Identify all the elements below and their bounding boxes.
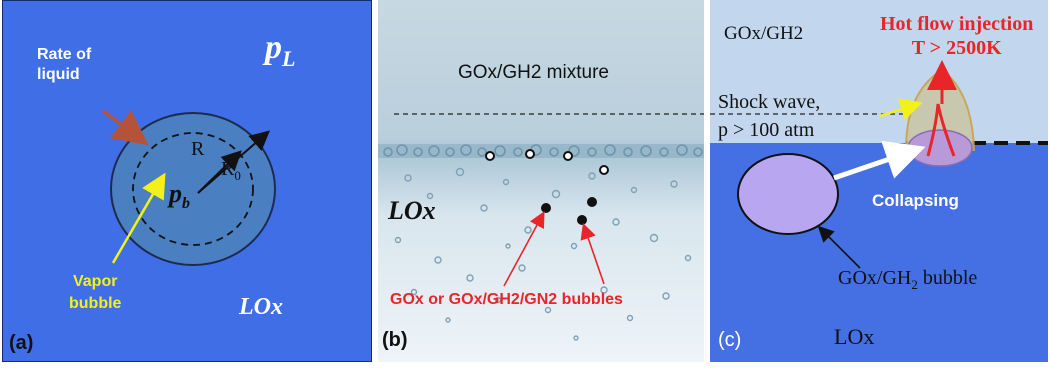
radius0-label: R0 — [221, 158, 241, 183]
rising-bubbles — [394, 167, 692, 341]
pressure-bubble-label: pb — [169, 179, 190, 213]
shock-wave-label: Shock wave, p > 100 atm — [718, 91, 821, 141]
hot-flow-label: Hot flow injection T > 2500K — [880, 13, 1034, 59]
panel-a-tag: (a) — [9, 332, 34, 354]
lox-label-a: LOx — [239, 294, 283, 320]
pressure-liquid-label: pL — [265, 29, 296, 71]
lox-label-b: LOx — [388, 196, 436, 225]
panel-a: pL Rate of liquid R R0 pb Vapor bubble L… — [2, 0, 372, 362]
lox-label-c: LOx — [834, 324, 875, 349]
marked-bubbles — [485, 149, 609, 225]
bubbles-arrow-2 — [580, 222, 605, 285]
panel-a-drawing — [101, 109, 276, 266]
vapor-arrow — [111, 172, 166, 264]
radius-label: R — [191, 138, 205, 160]
panel-b: GOx/GH2 mixture LOx GOx or GOx/GH2/GN2 b… — [378, 0, 704, 362]
surface-bubbles — [383, 144, 703, 157]
bubbles-arrow-1 — [503, 211, 545, 287]
mixture-label: GOx/GH2 mixture — [458, 62, 609, 83]
gas-top-label: GOx/GH2 — [724, 23, 804, 44]
bubbles-label: GOx or GOx/GH2/GN2 bubbles — [390, 291, 623, 308]
shock-pointer-arrow — [879, 98, 923, 120]
gas-region — [710, 0, 1048, 143]
collapsing-bubble — [907, 129, 973, 167]
rate-of-liquid-label: Rate of liquid — [37, 46, 92, 83]
inner-bubble-dashed — [132, 132, 254, 246]
hot-jet — [926, 103, 956, 157]
gas-bubble-label: GOx/GH2 bubble — [838, 267, 978, 292]
collapse-arrow — [833, 140, 926, 181]
panel-c: GOx/GH2 Hot flow injection T > 2500K Sho… — [710, 0, 1048, 362]
collapsing-label: Collapsing — [872, 191, 959, 210]
bubble-pointer-arrow — [817, 225, 861, 269]
panel-b-drawing — [378, 113, 704, 341]
panel-c-tag: (c) — [718, 329, 742, 351]
radius0-arrow — [197, 130, 271, 194]
gas-bubble — [737, 153, 839, 235]
rate-arrow — [101, 109, 149, 146]
panel-b-tag: (b) — [382, 329, 408, 351]
panel-c-drawing — [710, 0, 1048, 269]
vapor-bubble-label: Vapor bubble — [69, 273, 122, 312]
